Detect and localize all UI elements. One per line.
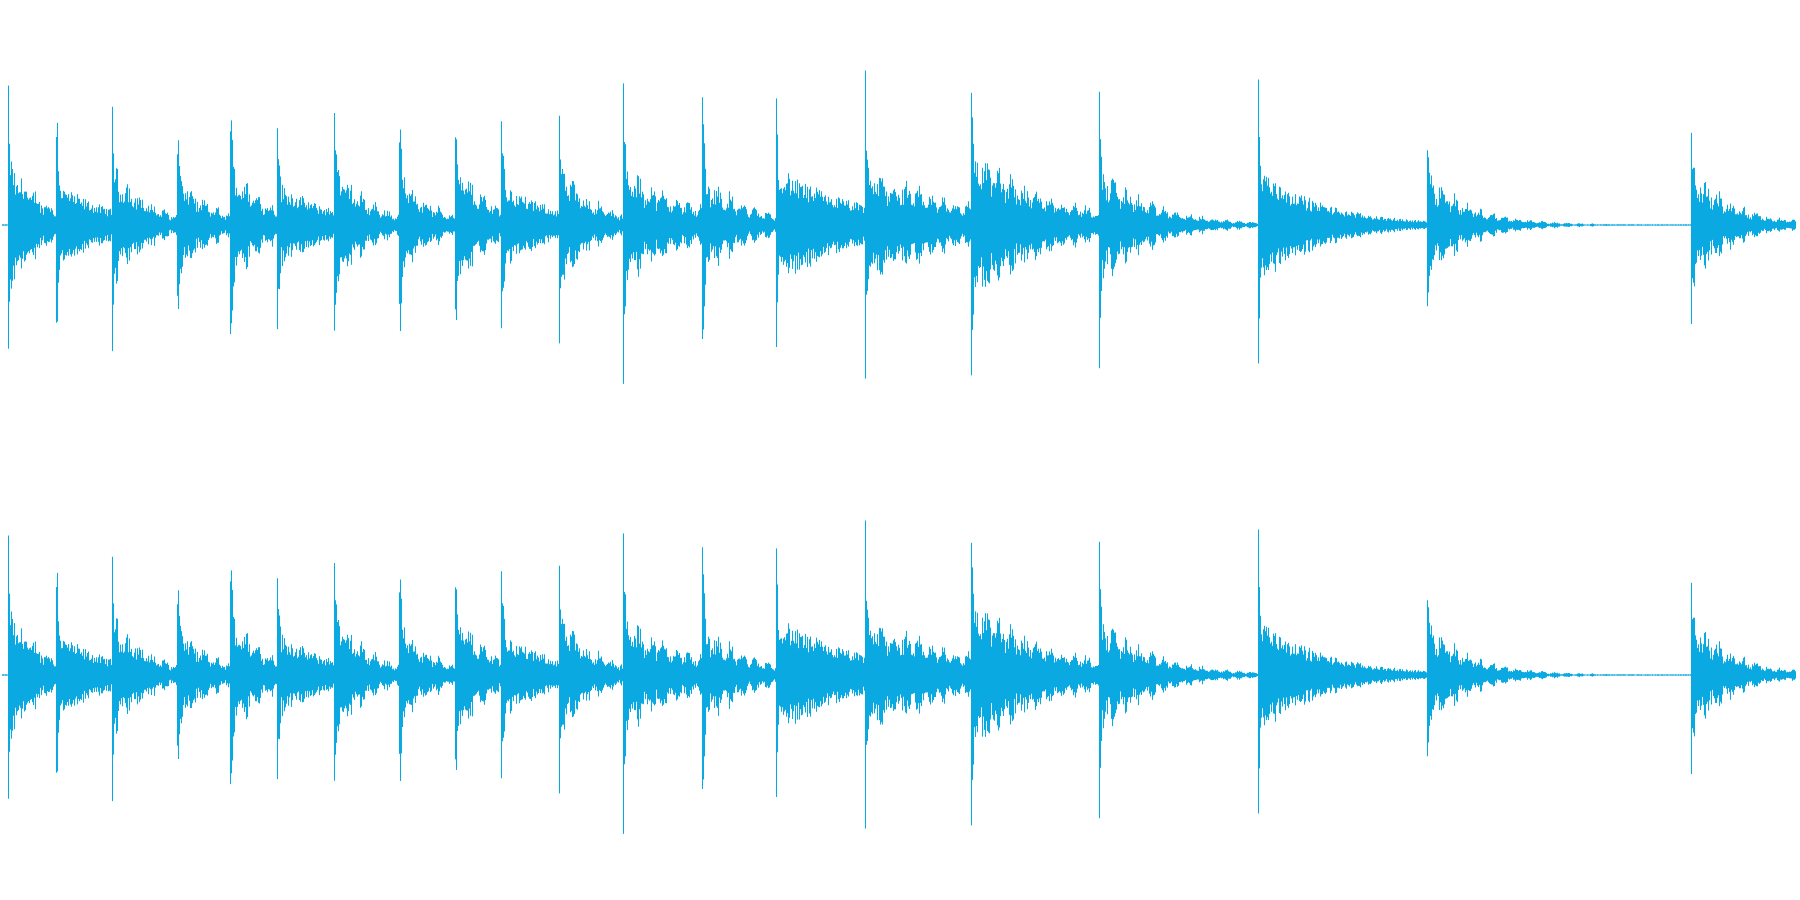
waveform-amplitude [3, 521, 1796, 834]
waveform-marker-dot [1516, 671, 1524, 679]
waveform-channel-2 [2, 521, 1796, 834]
waveform-marker-dot [1516, 221, 1524, 229]
waveform-amplitude [3, 71, 1796, 384]
waveform-channel-1 [2, 71, 1796, 384]
